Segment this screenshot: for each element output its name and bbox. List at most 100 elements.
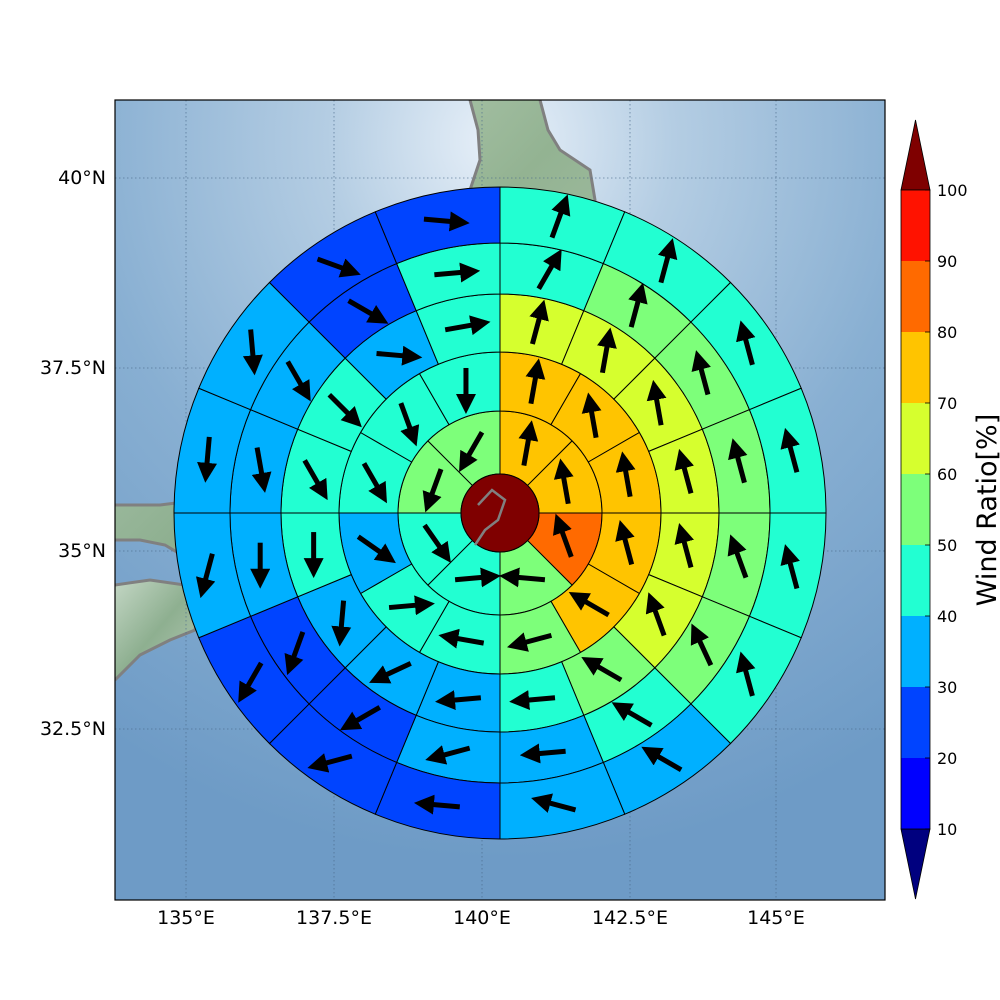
wind-arrow (369, 661, 412, 684)
wind-arrow (674, 523, 694, 569)
colorbar-segment (901, 261, 930, 332)
land-shikoku (115, 580, 200, 680)
wind-arrow (425, 745, 471, 765)
wind-arrow (238, 661, 264, 703)
wind-ratio-field (173, 186, 827, 840)
wind-arrow (438, 628, 485, 649)
wind-arrow (728, 438, 748, 484)
y-tick-label: 35°N (58, 540, 106, 562)
wind-arrow (780, 427, 800, 473)
y-tick-label: 40°N (58, 167, 106, 189)
wind-arrow (422, 468, 444, 513)
colorbar: 10 20 30 40 50 60 70 80 90 100 (900, 119, 968, 900)
wind-arrow (536, 248, 562, 291)
colorbar-tick-label: 80 (937, 323, 957, 342)
wind-arrow (615, 451, 636, 498)
wind-arrow (459, 431, 485, 473)
colorbar-tick-label: 90 (937, 252, 957, 271)
wind-arrow (499, 567, 546, 588)
wind-arrow (690, 623, 714, 667)
colorbar-segment (901, 687, 930, 758)
colorbar-segment (901, 403, 930, 474)
wind-arrow (509, 690, 556, 711)
y-axis-ticks: 40°N 37.5°N 35°N 32.5°N (40, 167, 106, 740)
wind-arrow (331, 600, 352, 647)
colorbar-tick-label: 20 (937, 749, 957, 768)
wind-arrow (195, 553, 216, 599)
wind-arrow (242, 329, 263, 376)
wind-arrow (568, 591, 610, 618)
colorbar-outline (900, 189, 931, 830)
x-tick-label: 145°E (747, 907, 805, 929)
x-tick-label: 142.5°E (592, 907, 668, 929)
wind-arrow (444, 315, 491, 336)
wind-arrow (581, 392, 602, 439)
wind-arrow (628, 282, 648, 328)
coastline-center (473, 488, 507, 546)
wind-arrow (611, 702, 653, 728)
colorbar-segment (901, 616, 930, 687)
colorbar-tick-label: 60 (937, 465, 957, 484)
colorbar-tick-label: 30 (937, 678, 957, 697)
wind-arrow (529, 299, 549, 345)
wind-arrow (388, 595, 435, 616)
colorbar-segment (901, 190, 930, 261)
wind-arrow (339, 705, 382, 731)
wind-arrow (327, 392, 362, 428)
x-tick-label: 140°E (453, 907, 511, 929)
wind-arrow (674, 448, 694, 494)
colorbar-title: Wind Ratio[%] (972, 414, 1000, 606)
wind-arrow (646, 379, 667, 426)
wind-arrow (727, 534, 749, 579)
colorbar-segment (901, 332, 930, 403)
colorbar-tick-label: 40 (937, 607, 957, 626)
colorbar-tick-label: 10 (937, 820, 957, 839)
wind-arrow (356, 534, 396, 564)
wind-arrow (519, 743, 566, 764)
wind-arrow (549, 194, 571, 239)
wind-arrow (525, 358, 546, 405)
wind-arrow (285, 360, 311, 402)
wind-arrow (376, 345, 423, 366)
wind-arrow (434, 262, 481, 283)
wind-arrow (307, 753, 353, 773)
colorbar-tick-label: 70 (937, 394, 957, 413)
y-tick-label: 32.5°N (40, 718, 106, 740)
x-tick-label: 135°E (157, 907, 215, 929)
wind-arrow (423, 211, 470, 232)
colorbar-tick-label: 100 (937, 181, 968, 200)
map-frame (114, 99, 886, 901)
wind-arrow (316, 256, 361, 278)
map-panel (115, 100, 885, 900)
wind-arrow (780, 544, 800, 590)
wind-arrow (398, 402, 420, 447)
wind-arrow (361, 462, 387, 504)
wind-arrow (454, 567, 501, 588)
x-tick-label: 137.5°E (296, 907, 372, 929)
x-axis-ticks: 135°E 137.5°E 140°E 142.5°E 145°E (157, 907, 805, 929)
field-sector (374, 186, 501, 265)
colorbar-segment (901, 758, 930, 829)
wind-arrow (422, 523, 451, 563)
wind-arrow (615, 519, 635, 566)
wind-arrow (284, 631, 306, 676)
y-tick-label: 37.5°N (40, 357, 106, 379)
wind-arrow (518, 420, 539, 467)
wind-arrow (251, 447, 272, 493)
wind-arrow (553, 458, 574, 505)
colorbar-extend-min (900, 828, 931, 900)
wind-arrow (736, 651, 756, 697)
wind-arrow (553, 513, 574, 558)
wind-arrow (347, 298, 389, 324)
colorbar-extend-max (900, 119, 931, 191)
wind-arrow (531, 793, 577, 813)
wind-arrow (641, 746, 683, 772)
colorbar-segment (901, 474, 930, 545)
wind-arrow (302, 459, 328, 501)
wind-arrow (197, 436, 217, 483)
wind-arrow (645, 592, 667, 637)
colorbar-segment (901, 545, 930, 616)
wind-arrow (413, 794, 461, 815)
wind-arrow (506, 632, 553, 652)
